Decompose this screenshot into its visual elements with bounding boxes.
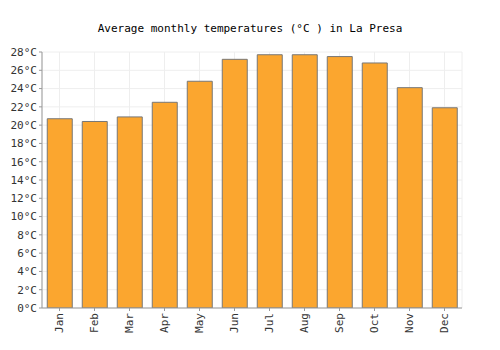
- svg-text:0°C: 0°C: [17, 302, 37, 315]
- svg-text:Aug: Aug: [298, 313, 311, 333]
- svg-text:22°C: 22°C: [11, 101, 38, 114]
- svg-text:24°C: 24°C: [11, 82, 38, 95]
- svg-text:Jan: Jan: [53, 313, 66, 333]
- svg-text:Sep: Sep: [333, 313, 346, 333]
- svg-text:28°C: 28°C: [11, 46, 38, 59]
- svg-text:10°C: 10°C: [11, 210, 38, 223]
- svg-text:May: May: [193, 313, 206, 333]
- svg-text:2°C: 2°C: [17, 284, 37, 297]
- svg-text:8°C: 8°C: [17, 229, 37, 242]
- svg-text:Apr: Apr: [158, 313, 171, 333]
- svg-text:20°C: 20°C: [11, 119, 38, 132]
- svg-text:Oct: Oct: [368, 313, 381, 333]
- svg-text:Nov: Nov: [403, 313, 416, 333]
- svg-text:14°C: 14°C: [11, 174, 38, 187]
- svg-text:Jun: Jun: [228, 313, 241, 333]
- svg-text:12°C: 12°C: [11, 192, 38, 205]
- svg-text:Feb: Feb: [88, 313, 101, 333]
- svg-text:Dec: Dec: [438, 313, 451, 333]
- html-text:Average monthly temperatures (: Average monthly temperatures (°C ) in La…: [97, 22, 403, 35]
- svg-text:Jul: Jul: [263, 313, 276, 333]
- svg-text:18°C: 18°C: [11, 137, 38, 150]
- svg-text:4°C: 4°C: [17, 265, 37, 278]
- svg-text:Mar: Mar: [123, 313, 136, 333]
- svg-text:26°C: 26°C: [11, 64, 38, 77]
- svg-text:6°C: 6°C: [17, 247, 37, 260]
- svg-text:16°C: 16°C: [11, 156, 38, 169]
